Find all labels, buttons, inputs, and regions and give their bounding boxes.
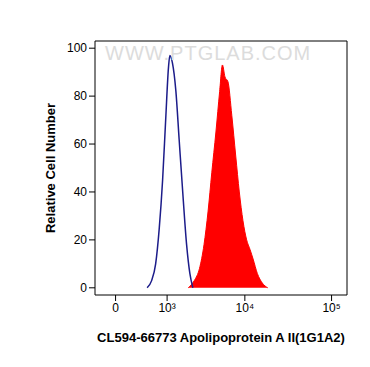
svg-text:40: 40 xyxy=(74,185,88,199)
svg-text:10³: 10³ xyxy=(158,301,175,315)
svg-text:80: 80 xyxy=(74,89,88,103)
svg-text:Relative Cell Number: Relative Cell Number xyxy=(43,103,58,233)
svg-text:0: 0 xyxy=(112,301,119,315)
svg-text:10⁴: 10⁴ xyxy=(236,301,255,315)
svg-text:CL594-66773 Apolipoprotein A I: CL594-66773 Apolipoprotein A II(1G1A2) xyxy=(97,330,345,345)
svg-text:20: 20 xyxy=(74,233,88,247)
html-text:WWW.PTGLAB.COM: WWW.PTGLAB.COM xyxy=(105,42,312,64)
svg-text:100: 100 xyxy=(67,41,87,55)
svg-text:60: 60 xyxy=(74,137,88,151)
svg-text:0: 0 xyxy=(80,281,87,295)
svg-text:10⁵: 10⁵ xyxy=(322,301,340,315)
